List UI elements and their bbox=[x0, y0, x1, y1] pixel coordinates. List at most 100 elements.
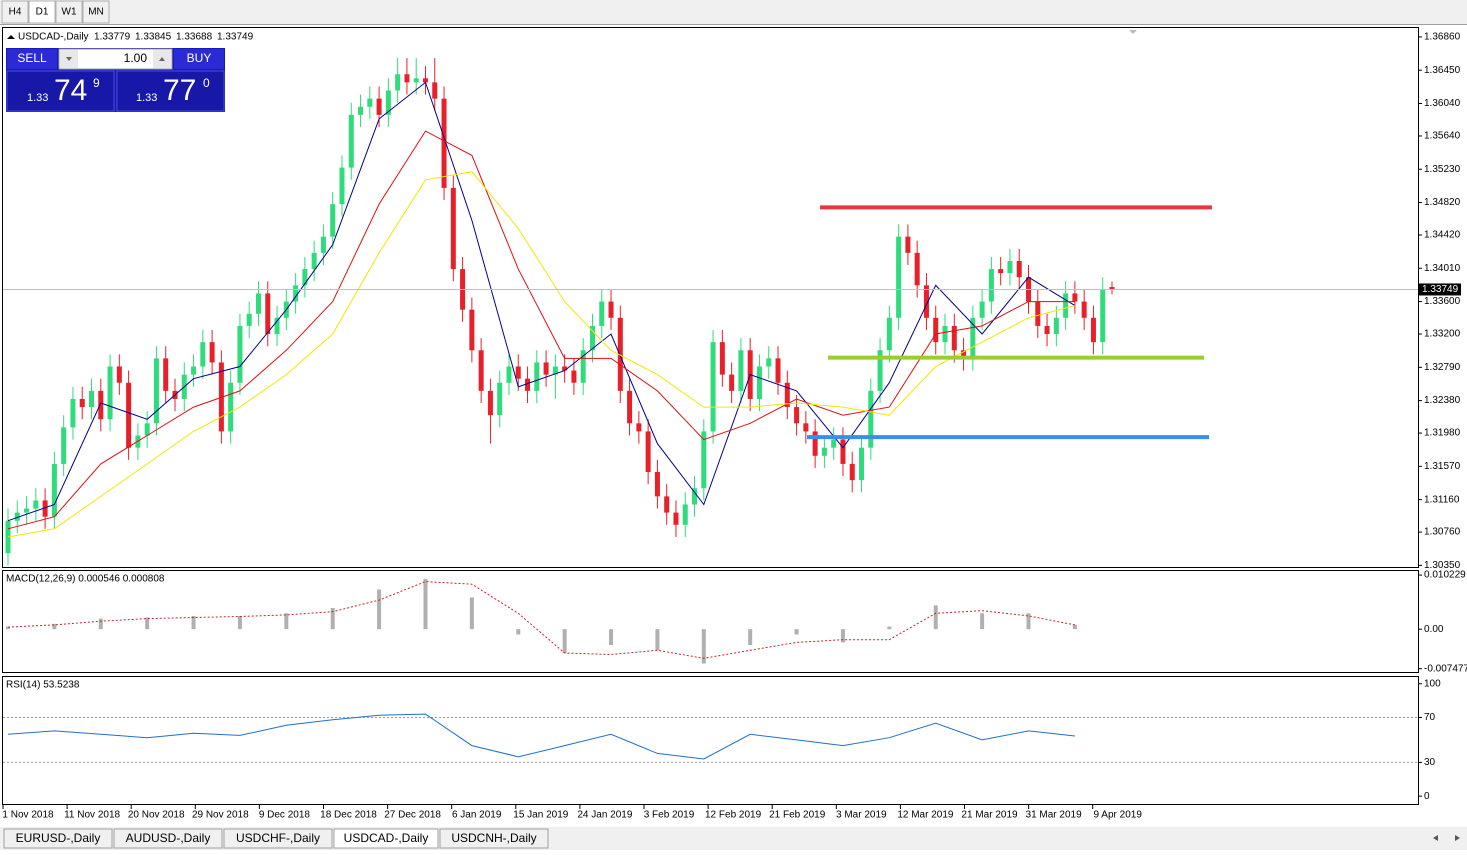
symbol-tab[interactable] bbox=[223, 828, 333, 849]
candle-body bbox=[617, 317, 623, 391]
candle-body bbox=[107, 366, 113, 420]
candle-body bbox=[896, 236, 902, 318]
candle-body bbox=[330, 204, 336, 237]
candle-body bbox=[506, 366, 512, 383]
candle-body bbox=[664, 496, 670, 513]
symbol-tab[interactable] bbox=[333, 828, 439, 849]
timeframe-tab[interactable] bbox=[1, 0, 29, 24]
sell-frac: 9 bbox=[93, 76, 100, 90]
ohlc-value: 1.33845 bbox=[135, 32, 172, 43]
macd-bar bbox=[145, 617, 150, 630]
candle-body bbox=[228, 382, 234, 432]
candle-body bbox=[126, 382, 132, 448]
candle-body bbox=[1072, 293, 1078, 302]
candle-body bbox=[478, 350, 484, 391]
timeframe-tab[interactable] bbox=[82, 0, 110, 24]
candle-body bbox=[877, 350, 883, 391]
candle-body bbox=[376, 98, 382, 115]
candle-body bbox=[404, 74, 410, 83]
y-tick-label: 1.33600 bbox=[1424, 296, 1461, 307]
candle-body bbox=[951, 325, 957, 351]
moving-average bbox=[7, 171, 1076, 538]
candle-body bbox=[840, 439, 846, 464]
timeframe-tab[interactable] bbox=[28, 0, 56, 24]
candle-body bbox=[961, 350, 967, 359]
macd-bar bbox=[237, 615, 242, 630]
sell-pips: 74 bbox=[54, 74, 87, 107]
candle-body bbox=[274, 317, 280, 335]
collapse-icon bbox=[7, 35, 15, 39]
candle-body bbox=[163, 358, 169, 391]
candle-body bbox=[200, 342, 206, 367]
candle-body bbox=[580, 350, 586, 383]
candle-body bbox=[775, 358, 781, 383]
candle-body bbox=[469, 309, 475, 351]
macd-bar bbox=[6, 626, 10, 630]
y-tick-label: 70 bbox=[1424, 712, 1436, 723]
buy-button[interactable] bbox=[174, 49, 224, 69]
trade-panel: SELL 1.00 BUY 1.33 74 9 1.33 77 0 bbox=[6, 48, 225, 112]
y-tick-label: 1.35230 bbox=[1424, 164, 1461, 175]
x-tick-label: 29 Nov 2018 bbox=[192, 810, 249, 821]
x-tick-label: 11 Nov 2018 bbox=[64, 810, 120, 821]
candle-body bbox=[1053, 317, 1059, 335]
candle-body bbox=[1081, 301, 1087, 318]
candle-body bbox=[358, 106, 364, 115]
y-tick-label: 1.33200 bbox=[1424, 329, 1461, 340]
y-tick-label: 100 bbox=[1424, 678, 1441, 689]
candle-body bbox=[413, 78, 419, 83]
y-tick-label: 1.32380 bbox=[1424, 395, 1461, 406]
macd-title: MACD(12,26,9) 0.000546 0.000808 bbox=[6, 574, 165, 585]
x-tick-label: 12 Feb 2019 bbox=[705, 810, 762, 821]
candle-body bbox=[719, 342, 725, 375]
buy-big: 1.33 bbox=[136, 92, 157, 104]
candle-body bbox=[98, 390, 104, 420]
candle-body bbox=[320, 236, 326, 253]
candle-body bbox=[794, 407, 800, 424]
macd-bar bbox=[52, 623, 57, 630]
buy-price-box[interactable] bbox=[116, 70, 225, 112]
candle-body bbox=[191, 366, 197, 375]
candle-body bbox=[756, 366, 762, 399]
y-tick-label: 1.34420 bbox=[1424, 230, 1461, 241]
candle-body bbox=[654, 472, 660, 497]
macd-bar bbox=[933, 605, 938, 630]
x-tick-label: 18 Dec 2018 bbox=[320, 810, 377, 821]
candle-body bbox=[487, 390, 493, 416]
y-tick-label: 30 bbox=[1424, 757, 1436, 768]
candle-body bbox=[116, 366, 122, 383]
y-tick-label: 1.36040 bbox=[1424, 98, 1461, 109]
chart-title: USDCAD-,Daily bbox=[18, 32, 89, 43]
symbol-tab[interactable] bbox=[113, 828, 223, 849]
candle-body bbox=[534, 362, 540, 391]
toolbar bbox=[0, 0, 1467, 25]
candle-body bbox=[562, 366, 568, 371]
candle-body bbox=[1109, 287, 1115, 290]
candle-body bbox=[70, 398, 76, 428]
candle-body bbox=[395, 74, 401, 91]
x-tick-label: 3 Mar 2019 bbox=[836, 810, 887, 821]
y-tick-label: 1.36860 bbox=[1424, 32, 1461, 43]
candle-body bbox=[348, 114, 354, 168]
macd-bar bbox=[330, 608, 335, 630]
y-tick-label: 1.30760 bbox=[1424, 527, 1461, 538]
sell-button[interactable] bbox=[7, 49, 57, 69]
candle-body bbox=[33, 500, 39, 509]
bid-tag bbox=[1419, 283, 1461, 296]
timeframe-tab[interactable] bbox=[55, 0, 83, 24]
candle-body bbox=[608, 301, 614, 318]
buy-pips: 77 bbox=[163, 74, 196, 107]
symbol-tab[interactable] bbox=[439, 828, 549, 849]
candle-body bbox=[942, 325, 948, 343]
symbol-tab[interactable] bbox=[3, 828, 113, 849]
candle-body bbox=[246, 313, 252, 326]
candle-body bbox=[599, 301, 605, 326]
y-tick-label: 1.31570 bbox=[1424, 461, 1461, 472]
y-tick-label: 1.30350 bbox=[1424, 560, 1461, 571]
lot-input[interactable] bbox=[58, 48, 173, 70]
sell-price-box[interactable] bbox=[6, 70, 115, 112]
macd-bar bbox=[794, 629, 799, 635]
x-tick-label: 21 Feb 2019 bbox=[769, 810, 826, 821]
candle-body bbox=[923, 285, 929, 318]
